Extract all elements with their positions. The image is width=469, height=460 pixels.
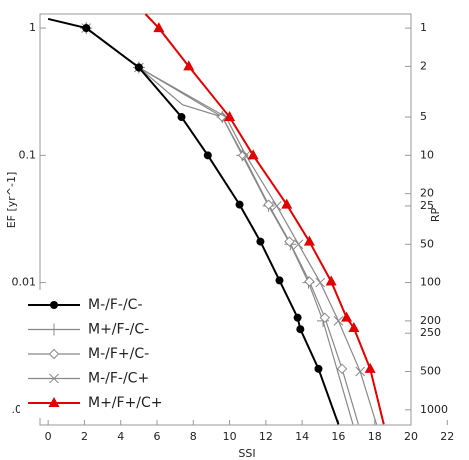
y2-tick-label: 25 xyxy=(420,199,434,212)
x-tick-label: 8 xyxy=(190,430,197,443)
marker xyxy=(333,316,344,326)
y2-tick-label: 2 xyxy=(420,59,427,72)
marker xyxy=(348,321,360,332)
marker xyxy=(336,363,348,375)
series-line xyxy=(144,13,385,425)
x-tick-label: 12 xyxy=(259,430,273,443)
y2-tick-label: 5 xyxy=(420,110,427,123)
y2-tick-label: 200 xyxy=(420,314,441,327)
y2-tick-label: 10 xyxy=(420,148,434,161)
y2-tick-label: 20 xyxy=(420,187,434,200)
x-tick-label: 0 xyxy=(45,430,52,443)
y2-tick-label: 250 xyxy=(420,326,441,339)
legend-marker xyxy=(48,397,60,407)
legend-label: M-/F+/C- xyxy=(88,346,149,362)
y2-tick-label: 500 xyxy=(420,365,441,378)
x-tick-label: 6 xyxy=(154,430,161,443)
series-line xyxy=(47,17,340,425)
marker xyxy=(281,198,293,209)
marker xyxy=(271,201,282,211)
marker xyxy=(247,149,259,160)
marker xyxy=(325,275,337,286)
legend-marker xyxy=(49,373,59,384)
y-tick-label: 0.01 xyxy=(12,276,37,289)
marker xyxy=(355,366,366,377)
y-axis-label: EF [yr^-1] xyxy=(5,172,18,229)
marker xyxy=(82,24,91,33)
marker xyxy=(256,237,265,246)
marker xyxy=(315,277,326,288)
x-tick-label: 2 xyxy=(81,430,88,443)
legend-marker xyxy=(48,348,60,360)
x-tick-label: 20 xyxy=(404,430,418,443)
x-tick-label: 16 xyxy=(331,430,345,443)
marker xyxy=(203,151,212,160)
marker xyxy=(304,276,315,287)
marker xyxy=(237,150,249,161)
x-tick-label: 14 xyxy=(295,430,309,443)
marker xyxy=(183,60,195,71)
x-tick-label: 18 xyxy=(368,430,382,443)
marker xyxy=(217,111,228,123)
x-axis-label: SSI xyxy=(238,447,255,460)
y2-tick-label: 1 xyxy=(420,21,427,34)
marker xyxy=(284,236,295,247)
legend-label: M+/F+/C+ xyxy=(88,395,163,411)
y-tick-label: 0.1 xyxy=(19,148,37,161)
marker xyxy=(153,22,165,33)
marker xyxy=(275,276,284,285)
y2-tick-label: 50 xyxy=(420,237,434,250)
marker xyxy=(364,362,376,373)
plot-frame xyxy=(39,13,412,426)
legend-marker xyxy=(48,323,60,336)
y2-axis-label: RP xyxy=(429,207,442,222)
marker xyxy=(314,364,323,373)
marker xyxy=(134,63,143,72)
x-tick-label: 4 xyxy=(117,430,124,443)
legend-label: M-/F-/C+ xyxy=(88,371,149,387)
y2-tick-label: 1000 xyxy=(420,403,448,416)
x-tick-label: 22 xyxy=(440,430,454,443)
marker xyxy=(224,111,236,122)
marker xyxy=(293,239,304,250)
y2-tick-label: 100 xyxy=(420,276,441,289)
marker xyxy=(177,113,186,122)
marker xyxy=(293,313,302,322)
marker xyxy=(303,235,315,246)
x-tick-label: 10 xyxy=(223,430,237,443)
legend-label: M+/F-/C- xyxy=(88,322,149,338)
y-tick-label: 1 xyxy=(29,21,36,34)
legend: M-/F-/C- M+/F-/C- M-/F+/C- M-/F-/C+ M+/F+/C+ xyxy=(20,290,190,418)
marker xyxy=(319,312,331,323)
marker xyxy=(263,199,274,210)
marker xyxy=(296,325,305,334)
marker xyxy=(341,311,353,322)
marker xyxy=(235,200,244,209)
legend-label: M-/F-/C- xyxy=(88,297,143,313)
legend-marker xyxy=(50,301,58,309)
